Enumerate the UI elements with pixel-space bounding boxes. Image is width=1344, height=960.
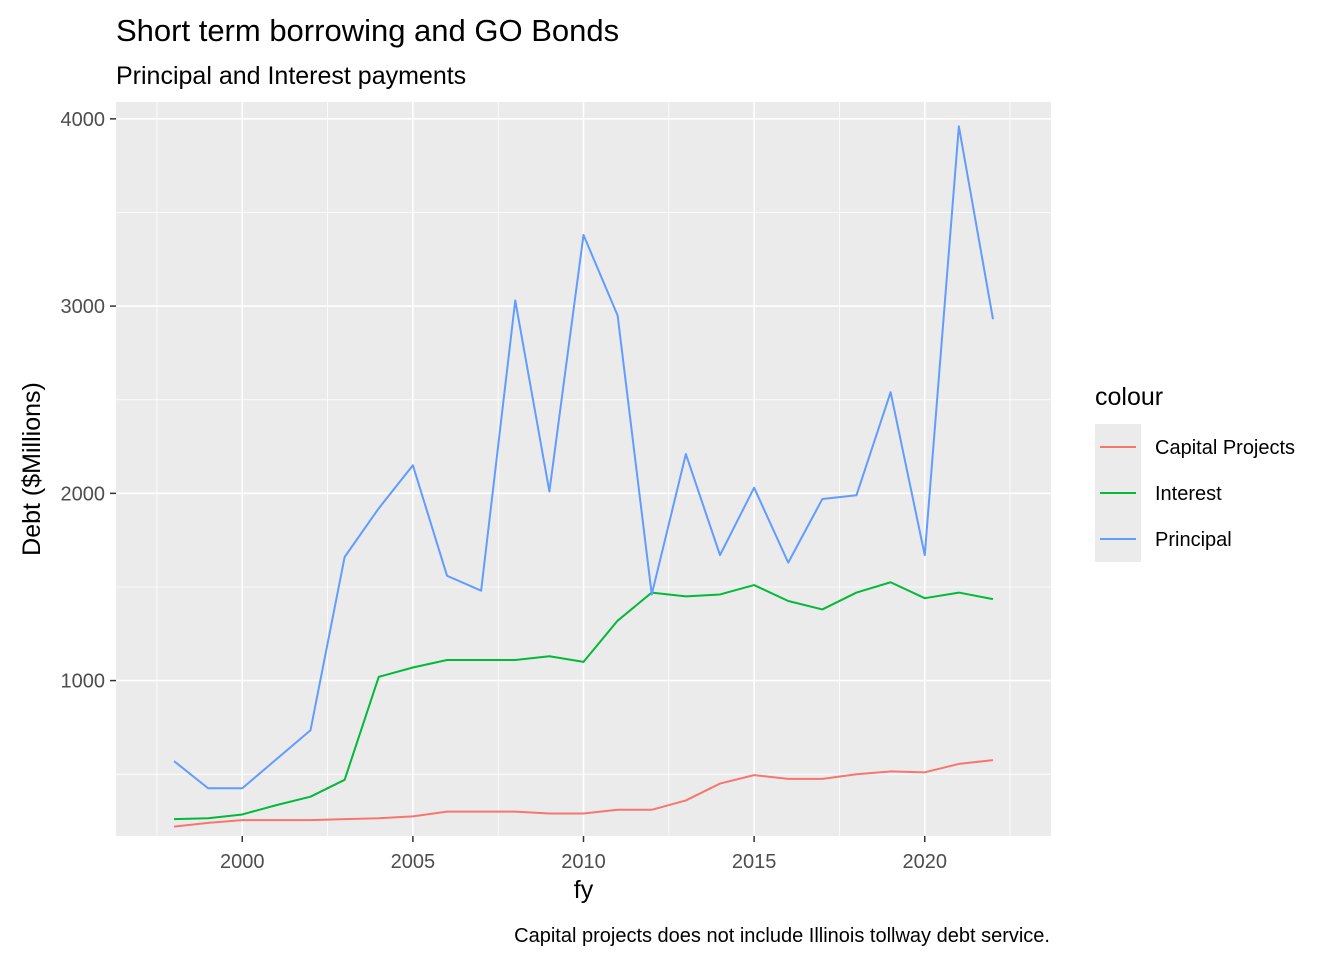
y-axis-ticks: 1000 2000 3000 4000: [61, 109, 116, 693]
x-axis-title: fy: [574, 876, 594, 904]
x-tick-label: 2020: [902, 851, 947, 873]
x-tick-label: 2015: [732, 851, 777, 873]
series-line-interest: [173, 581, 994, 821]
x-axis-ticks: 2000 2005 2010 2015 2020: [220, 836, 947, 873]
x-tick-label: 2000: [220, 851, 265, 873]
y-tick-label: 4000: [61, 109, 106, 131]
grid-major: [116, 102, 1051, 836]
legend-item-principal: Principal: [1095, 516, 1232, 562]
legend-label: Capital Projects: [1155, 437, 1295, 459]
chart-subtitle: Principal and Interest payments: [116, 62, 466, 90]
chart-title: Short term borrowing and GO Bonds: [116, 13, 619, 48]
x-tick-label: 2005: [391, 851, 436, 873]
legend-title: colour: [1095, 383, 1163, 411]
legend-item-capital-projects: Capital Projects: [1095, 424, 1295, 470]
legend-label: Interest: [1155, 483, 1222, 505]
y-tick-label: 1000: [61, 671, 106, 693]
series-line-capital-projects: [173, 759, 994, 828]
x-tick-label: 2010: [561, 851, 606, 873]
legend-items: Capital Projects Interest Principal: [1095, 424, 1295, 562]
chart-caption: Capital projects does not include Illino…: [514, 925, 1050, 947]
legend-item-interest: Interest: [1095, 470, 1222, 516]
y-tick-label: 3000: [61, 296, 106, 318]
legend: colour Capital Projects Interest Principal: [1095, 383, 1295, 562]
series-line-principal: [173, 125, 994, 790]
legend-label: Principal: [1155, 529, 1232, 551]
series-lines: [173, 125, 994, 828]
y-axis-title: Debt ($Millions): [18, 382, 46, 556]
y-tick-label: 2000: [61, 483, 106, 505]
